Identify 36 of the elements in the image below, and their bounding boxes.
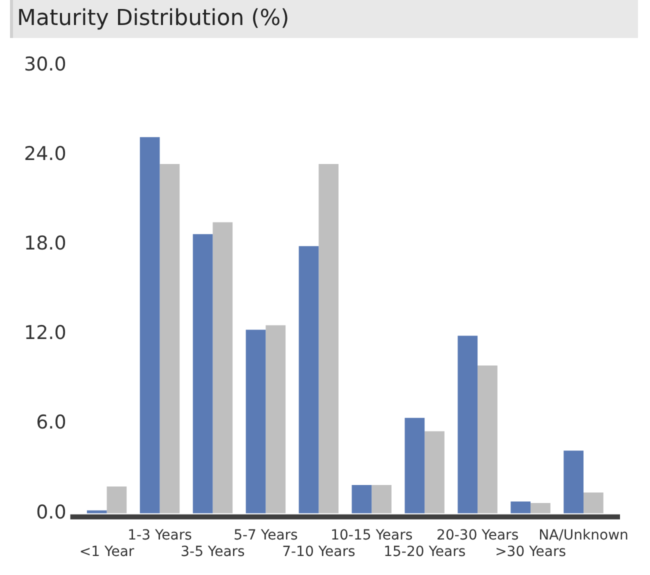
bar [584,492,604,514]
bar [140,137,160,514]
bar [266,325,286,514]
bar [372,485,392,514]
x-tick-label: 1-3 Years [128,527,192,544]
bar [478,366,498,514]
bar [246,330,266,514]
y-tick-label: 30.0 [24,53,66,76]
bar [160,164,180,514]
bar [458,336,478,514]
bar [106,486,127,514]
x-tick-label: 7-10 Years [282,544,356,560]
bar [212,222,233,514]
bar [298,246,319,514]
x-tick-label: >30 Years [495,544,566,560]
y-tick-label: 6.0 [36,412,66,434]
bar [510,501,531,514]
y-tick-label: 18.0 [24,232,66,255]
bar [352,485,372,514]
y-tick-label: 0.0 [36,501,66,524]
bar [530,502,550,514]
bar [318,164,339,514]
y-tick-label: 12.0 [24,322,66,344]
bar [424,431,444,514]
x-tick-label: 3-5 Years [180,544,245,560]
x-tick-label: 15-20 Years [384,544,466,560]
x-tick-label: NA/Unknown [538,527,628,544]
x-tick-label: <1 Year [79,544,134,560]
bar [192,234,213,514]
x-tick-label: 10-15 Years [330,527,413,544]
bar [404,418,425,514]
x-tick-label: 20-30 Years [436,527,519,544]
bar [564,450,584,514]
y-tick-label: 24.0 [24,142,66,165]
x-tick-label: 5-7 Years [234,527,298,544]
chart-title: Maturity Distribution (%) [10,0,638,38]
